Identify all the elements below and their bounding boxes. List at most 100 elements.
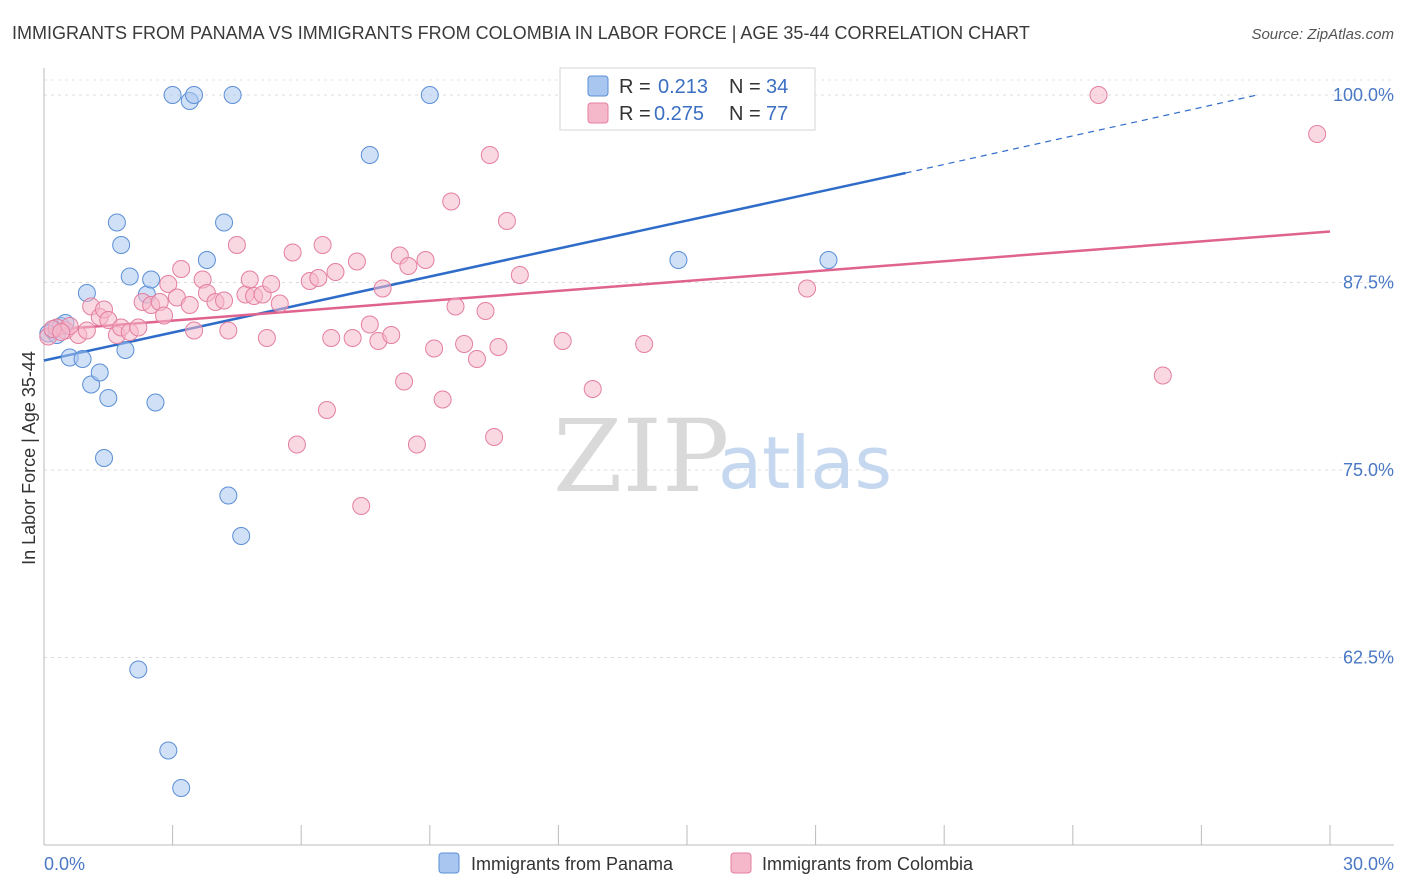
point-colombia xyxy=(270,294,289,313)
trend-lines xyxy=(43,94,1331,362)
point-panama xyxy=(129,660,148,679)
point-colombia xyxy=(360,315,379,334)
series-legend: Immigrants from Panama Immigrants from C… xyxy=(438,852,974,874)
watermark-atlas: atlas xyxy=(718,421,892,505)
legend-r-value-panama: 0.213 xyxy=(658,76,708,98)
series-legend-swatch-colombia xyxy=(730,852,752,874)
point-colombia xyxy=(219,321,238,340)
point-colombia xyxy=(155,306,174,325)
point-colombia xyxy=(180,296,199,314)
trend-line-extension-panama xyxy=(905,94,1258,174)
legend-swatch-panama xyxy=(587,75,609,97)
point-colombia xyxy=(52,323,71,341)
point-panama xyxy=(223,86,242,104)
point-colombia xyxy=(172,260,191,278)
trend-line-colombia xyxy=(43,230,1331,332)
axes xyxy=(43,68,1394,846)
point-colombia xyxy=(382,326,401,344)
series-legend-label-panama: Immigrants from Panama xyxy=(471,854,674,874)
data-points xyxy=(39,86,1327,797)
point-panama xyxy=(819,251,838,269)
y-tick-label: 100.0% xyxy=(1333,85,1394,105)
x-tick-label-max: 30.0% xyxy=(1343,854,1394,874)
series-legend-swatch-panama xyxy=(438,852,460,874)
point-colombia xyxy=(317,401,336,419)
point-colombia xyxy=(635,335,654,353)
stats-legend: R = 0.213 N = 34 R = 0.275 N = 77 xyxy=(559,67,816,131)
point-colombia xyxy=(399,257,418,275)
point-colombia xyxy=(227,236,246,254)
point-colombia xyxy=(446,297,465,316)
point-colombia xyxy=(455,335,474,353)
point-colombia xyxy=(283,243,302,262)
legend-swatch-colombia xyxy=(587,102,609,124)
point-colombia xyxy=(467,350,486,368)
legend-r-value-colombia: 0.275 xyxy=(654,103,704,125)
point-colombia xyxy=(798,279,817,298)
watermark-zip: ZIP xyxy=(553,398,729,515)
point-colombia xyxy=(343,329,362,347)
y-tick-label: 62.5% xyxy=(1343,648,1394,668)
point-colombia xyxy=(129,318,148,337)
point-panama xyxy=(73,350,92,368)
point-colombia xyxy=(433,390,452,409)
point-colombia xyxy=(442,192,461,211)
point-colombia xyxy=(395,372,414,391)
y-tick-labels: 62.5% 75.0% 87.5% 100.0% xyxy=(1333,85,1394,668)
point-colombia xyxy=(185,321,204,340)
gridlines xyxy=(44,79,1394,658)
point-panama xyxy=(146,393,165,412)
point-panama xyxy=(219,486,238,505)
point-panama xyxy=(159,741,178,760)
point-colombia xyxy=(510,266,529,284)
point-panama xyxy=(669,251,688,269)
point-colombia xyxy=(480,146,499,164)
legend-n-label-colombia: N = xyxy=(729,103,761,125)
legend-r-label-colombia: R = xyxy=(619,103,651,125)
point-colombia xyxy=(313,236,332,254)
point-panama xyxy=(142,270,161,289)
point-panama xyxy=(360,146,379,164)
chart-title: IMMIGRANTS FROM PANAMA VS IMMIGRANTS FRO… xyxy=(12,23,1030,43)
point-colombia xyxy=(215,291,234,310)
point-colombia xyxy=(476,302,495,320)
point-colombia xyxy=(347,252,366,271)
point-panama xyxy=(163,86,182,104)
point-panama xyxy=(197,251,216,269)
point-colombia xyxy=(326,263,345,281)
point-colombia xyxy=(416,251,435,269)
point-colombia xyxy=(262,275,281,293)
x-tick-label-min: 0.0% xyxy=(44,854,85,874)
point-colombia xyxy=(407,435,426,454)
y-axis-label: In Labor Force | Age 35-44 xyxy=(19,351,39,565)
chart-source: Source: ZipAtlas.com xyxy=(1251,26,1394,43)
point-colombia xyxy=(287,435,306,454)
point-panama xyxy=(120,267,139,286)
y-tick-label: 75.0% xyxy=(1343,460,1394,480)
point-colombia xyxy=(1308,125,1327,143)
point-panama xyxy=(90,363,109,382)
series-legend-label-colombia: Immigrants from Colombia xyxy=(762,854,974,874)
point-panama xyxy=(99,389,118,407)
point-colombia xyxy=(159,275,178,293)
legend-n-value-colombia: 77 xyxy=(766,103,788,125)
watermark: ZIP atlas xyxy=(553,398,892,515)
point-colombia xyxy=(583,380,602,398)
point-colombia xyxy=(497,212,516,230)
point-panama xyxy=(172,779,191,797)
y-tick-label: 87.5% xyxy=(1343,273,1394,293)
point-panama xyxy=(112,236,131,254)
legend-n-label-panama: N = xyxy=(729,76,761,98)
point-colombia xyxy=(240,270,259,289)
point-colombia xyxy=(309,269,328,287)
point-panama xyxy=(107,213,126,232)
point-colombia xyxy=(1153,366,1172,385)
point-panama xyxy=(185,86,204,104)
point-colombia xyxy=(322,329,341,347)
point-colombia xyxy=(425,339,444,358)
point-colombia xyxy=(257,329,276,347)
point-colombia xyxy=(373,279,392,298)
point-panama xyxy=(116,341,135,359)
point-colombia xyxy=(1089,86,1108,104)
